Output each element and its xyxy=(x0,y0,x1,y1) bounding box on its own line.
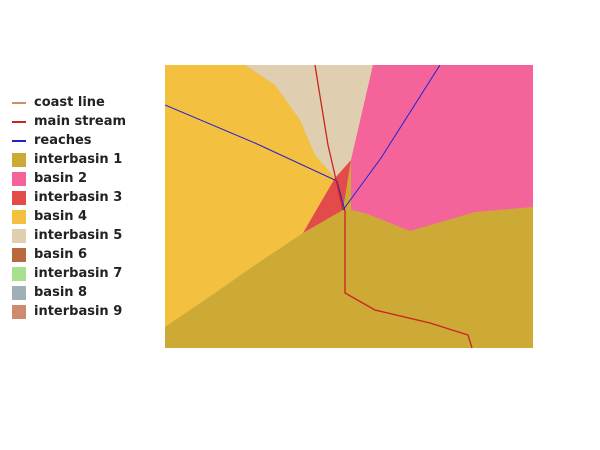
legend-label: basin 2 xyxy=(34,171,88,186)
legend-item: basin 2 xyxy=(12,169,126,188)
legend-color-swatch xyxy=(12,190,26,205)
reach-west xyxy=(165,104,346,212)
legend-label: coast line xyxy=(34,95,105,110)
main-stream-south xyxy=(344,210,473,348)
legend-label: basin 6 xyxy=(34,247,88,262)
legend-item: main stream xyxy=(12,112,126,131)
legend-item: basin 6 xyxy=(12,245,126,264)
legend-item: interbasin 3 xyxy=(12,188,126,207)
legend-color-swatch xyxy=(12,152,26,167)
legend-label: interbasin 9 xyxy=(34,304,123,319)
legend-item: interbasin 1 xyxy=(12,150,126,169)
legend-item: interbasin 9 xyxy=(12,302,126,321)
legend-line-key xyxy=(12,120,26,123)
reach-northeast xyxy=(342,65,441,211)
legend-item: coast line xyxy=(12,93,126,112)
legend-label: interbasin 5 xyxy=(34,228,123,243)
legend-label: reaches xyxy=(34,133,92,148)
legend-color-swatch xyxy=(12,285,26,300)
interbasin-3-area xyxy=(303,160,351,233)
map-legend: coast line main stream reaches interbasin 1… xyxy=(12,93,126,321)
legend-label: interbasin 7 xyxy=(34,266,123,281)
basin-4-area xyxy=(165,65,343,327)
legend-color-swatch xyxy=(12,247,26,262)
legend-label: basin 4 xyxy=(34,209,88,224)
legend-item: interbasin 5 xyxy=(12,226,126,245)
legend-item: reaches xyxy=(12,131,126,150)
legend-label: interbasin 1 xyxy=(34,152,123,167)
legend-label: main stream xyxy=(34,114,127,129)
legend-label: interbasin 3 xyxy=(34,190,123,205)
legend-line-key xyxy=(12,101,26,104)
legend-color-swatch xyxy=(12,209,26,224)
legend-line-key xyxy=(12,139,26,142)
basin-2-area xyxy=(351,65,533,231)
legend-item: basin 8 xyxy=(12,283,126,302)
legend-color-swatch xyxy=(12,266,26,281)
main-stream-north xyxy=(314,65,344,211)
legend-color-swatch xyxy=(12,304,26,319)
legend-item: basin 4 xyxy=(12,207,126,226)
legend-label: basin 8 xyxy=(34,285,88,300)
legend-item: interbasin 7 xyxy=(12,264,126,283)
legend-color-swatch xyxy=(12,171,26,186)
basin-map xyxy=(165,65,533,348)
legend-color-swatch xyxy=(12,228,26,243)
